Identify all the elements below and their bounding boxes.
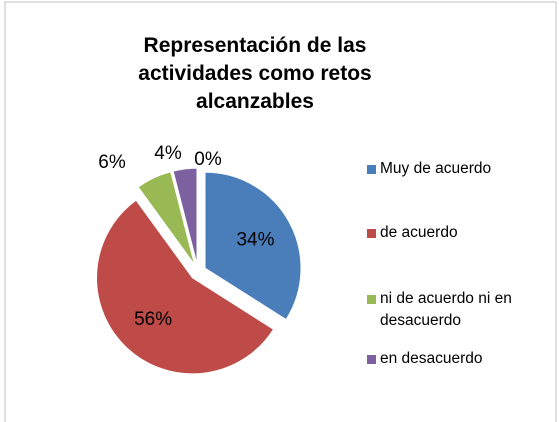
- pie-slice: [204, 171, 302, 321]
- pie-slice: [96, 199, 275, 375]
- data-label: 56%: [134, 309, 172, 330]
- legend-label: ni de acuerdo ni en desacuerdo: [380, 290, 512, 329]
- data-label: 6%: [98, 152, 126, 173]
- chart-title: Representación de las actividades como r…: [138, 34, 372, 113]
- legend-swatch: [367, 295, 376, 304]
- legend-swatch: [367, 165, 376, 174]
- pie-slice: [137, 171, 196, 266]
- frame: [4, 1, 557, 422]
- legend-label: Muy de acuerdo: [380, 160, 492, 177]
- legend-swatch: [367, 355, 376, 364]
- data-label: 0%: [194, 149, 222, 170]
- legend-swatch: [367, 229, 376, 238]
- legend-label: de acuerdo: [380, 224, 458, 241]
- legend-label: en desacuerdo: [380, 350, 483, 367]
- data-label: 34%: [236, 229, 274, 250]
- pie-slice: [172, 167, 198, 265]
- data-label: 4%: [154, 143, 182, 164]
